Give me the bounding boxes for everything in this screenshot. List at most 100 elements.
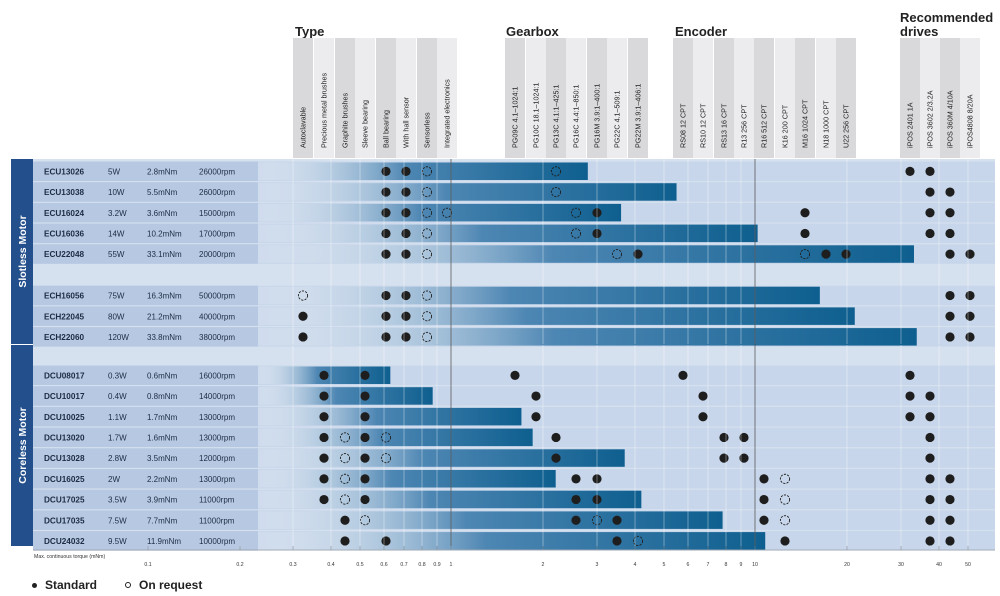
standard-dot bbox=[945, 495, 954, 504]
torque-bar bbox=[258, 245, 914, 262]
row-model: ECU22048 bbox=[44, 250, 85, 259]
torque-bar bbox=[258, 163, 588, 181]
row-speed: 17000rpm bbox=[199, 229, 235, 238]
row-speed: 12000rpm bbox=[199, 454, 235, 463]
standard-dot bbox=[945, 250, 954, 259]
row-model: DCU13020 bbox=[44, 433, 85, 442]
row-speed: 13000rpm bbox=[199, 475, 235, 484]
table-row: DCU10025 1.1W 1.7mNm 13000rpm bbox=[33, 407, 995, 427]
row-model: ECH22060 bbox=[44, 333, 85, 342]
standard-dot bbox=[759, 474, 768, 483]
row-power: 3.2W bbox=[108, 209, 127, 218]
standard-dot bbox=[298, 312, 307, 321]
standard-dot bbox=[401, 229, 410, 238]
standard-dot bbox=[360, 412, 369, 421]
x-tick-label: 9 bbox=[740, 562, 743, 568]
row-power: 14W bbox=[108, 229, 125, 238]
column-header-ipos-2401-1a: iPOS 2401 1A bbox=[906, 102, 915, 148]
torque-bar bbox=[258, 511, 723, 529]
standard-dot bbox=[925, 516, 934, 525]
group-title-recommended-drives-line2: drives bbox=[900, 24, 938, 39]
standard-dot bbox=[698, 412, 707, 421]
row-torque: 1.6mNm bbox=[147, 433, 178, 442]
x-tick-label: 0.8 bbox=[418, 562, 425, 568]
standard-dot bbox=[551, 454, 560, 463]
standard-dot bbox=[925, 495, 934, 504]
table-row: ECU22048 55W 33.1mNm 20000rpm bbox=[33, 244, 995, 263]
standard-dot bbox=[571, 474, 580, 483]
torque-bar bbox=[258, 408, 521, 426]
column-header-n18-1000-cpt: N18 1000 CPT bbox=[822, 100, 831, 148]
table-row: DCU24032 9.5W 11.9mNm 10000rpm bbox=[33, 531, 995, 551]
standard-dot bbox=[360, 474, 369, 483]
standard-dot bbox=[945, 332, 954, 341]
row-torque: 2.8mNm bbox=[147, 167, 178, 176]
table-row: ECU16024 3.2W 3.6mNm 15000rpm bbox=[33, 203, 995, 223]
x-tick-label: 20 bbox=[844, 562, 850, 568]
standard-dot bbox=[925, 229, 934, 238]
torque-bar bbox=[258, 532, 765, 550]
standard-dot bbox=[965, 250, 974, 259]
row-power: 1.1W bbox=[108, 413, 127, 422]
torque-bar bbox=[258, 429, 533, 447]
row-torque: 33.1mNm bbox=[147, 250, 182, 259]
x-tick-label: 4 bbox=[634, 562, 637, 568]
row-speed: 10000rpm bbox=[199, 537, 235, 546]
standard-dot bbox=[510, 371, 519, 380]
row-power: 1.7W bbox=[108, 433, 127, 442]
row-power: 120W bbox=[108, 333, 129, 342]
standard-dot bbox=[401, 291, 410, 300]
x-tick-label: 40 bbox=[936, 562, 942, 568]
column-header-pg22c-4-1-509-1: PG22C 4.1–509:1 bbox=[613, 90, 622, 148]
row-speed: 50000rpm bbox=[199, 292, 235, 301]
standard-dot bbox=[925, 391, 934, 400]
row-torque: 3.6mNm bbox=[147, 209, 178, 218]
standard-dot bbox=[381, 291, 390, 300]
row-power: 0.4W bbox=[108, 392, 127, 401]
table-row: ECU13038 10W 5.5mNm 26000rpm bbox=[33, 182, 995, 202]
standard-dot bbox=[945, 291, 954, 300]
standard-dot bbox=[401, 187, 410, 196]
x-tick-label: 6 bbox=[687, 562, 690, 568]
standard-dot bbox=[360, 391, 369, 400]
table-row: DCU16025 2W 2.2mNm 13000rpm bbox=[33, 469, 995, 489]
standard-dot bbox=[821, 250, 830, 259]
rows: ECU13026 5W 2.8mNm 26000rpmECU13038 10W 5.5mN… bbox=[33, 159, 995, 551]
standard-dot bbox=[571, 495, 580, 504]
row-model: DCU24032 bbox=[44, 537, 85, 546]
column-header-precious-metal-brushes: Precious metal brushes bbox=[320, 72, 329, 148]
standard-dot bbox=[925, 433, 934, 442]
column-header-ipos-3602-2-3-2a: iPOS 3602 2/3.2A bbox=[926, 90, 935, 148]
x-tick-label: 1 bbox=[450, 562, 453, 568]
standard-dot bbox=[401, 208, 410, 217]
table-row: DCU13028 2.8W 3.5mNm 12000rpm bbox=[33, 448, 995, 468]
x-tick-label: 30 bbox=[898, 562, 904, 568]
row-torque: 16.3mNm bbox=[147, 292, 182, 301]
standard-dot bbox=[401, 332, 410, 341]
row-torque: 10.2mNm bbox=[147, 229, 182, 238]
standard-dot bbox=[945, 208, 954, 217]
legend-standard: Standard bbox=[32, 578, 97, 592]
row-speed: 26000rpm bbox=[199, 167, 235, 176]
standard-dot bbox=[381, 250, 390, 259]
row-speed: 13000rpm bbox=[199, 413, 235, 422]
row-torque: 33.8mNm bbox=[147, 333, 182, 342]
standard-dot bbox=[401, 167, 410, 176]
row-speed: 38000rpm bbox=[199, 333, 235, 342]
row-speed: 40000rpm bbox=[199, 312, 235, 321]
column-header-rs08-12-cpt: RS08 12 CPT bbox=[679, 103, 688, 148]
column-header-sleeve-bearing: Sleeve bearing bbox=[361, 100, 370, 148]
torque-bar bbox=[258, 225, 758, 243]
row-torque: 1.7mNm bbox=[147, 413, 178, 422]
standard-dot bbox=[759, 516, 768, 525]
x-tick-label: 8 bbox=[725, 562, 728, 568]
x-tick-label: 5 bbox=[663, 562, 666, 568]
column-header-with-hall-sensor: With hall sensor bbox=[402, 96, 411, 148]
row-torque: 5.5mNm bbox=[147, 188, 178, 197]
standard-dot bbox=[759, 495, 768, 504]
row-power: 10W bbox=[108, 188, 125, 197]
standard-dot bbox=[905, 391, 914, 400]
row-power: 9.5W bbox=[108, 537, 127, 546]
x-tick-label: 0.2 bbox=[236, 562, 243, 568]
table-row: ECU16036 14W 10.2mNm 17000rpm bbox=[33, 224, 995, 244]
